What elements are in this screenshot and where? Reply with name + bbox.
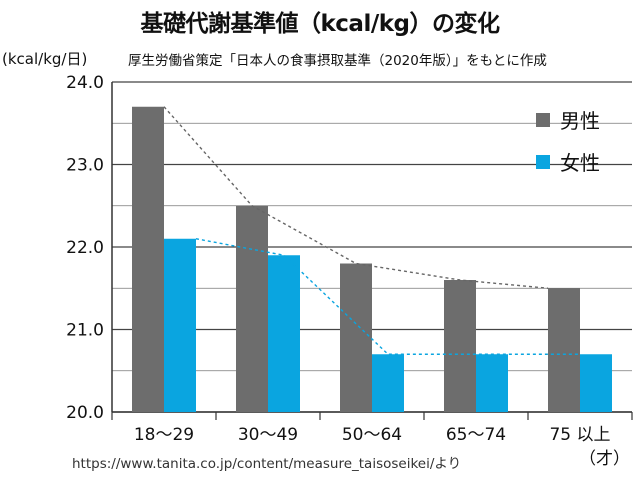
bar-female xyxy=(476,354,508,412)
legend-label: 男性 xyxy=(560,109,600,133)
legend-swatch xyxy=(536,155,550,169)
bar-female xyxy=(164,238,196,412)
source-note: 厚生労働省策定「日本人の食事摂取基準（2020年版）」をもとに作成 xyxy=(128,53,547,69)
x-category-label: 75 以上 xyxy=(549,425,610,445)
bar-female xyxy=(580,354,612,412)
x-category-label: 18〜29 xyxy=(134,425,194,445)
bar-female xyxy=(268,255,300,412)
source-url: https://www.tanita.co.jp/content/measure… xyxy=(72,456,462,472)
y-axis-unit: (kcal/kg/日) xyxy=(2,50,88,68)
x-category-label: 65〜74 xyxy=(446,425,506,445)
bar-male xyxy=(340,263,372,412)
x-category-label: 30〜49 xyxy=(238,425,298,445)
y-tick-label: 23.0 xyxy=(66,156,104,176)
bar-male xyxy=(548,288,580,412)
y-tick-label: 20.0 xyxy=(66,403,104,423)
trend-line-female xyxy=(195,238,580,355)
legend-label: 女性 xyxy=(560,151,600,175)
chart-title: 基礎代謝基準値（kcal/kg）の変化 xyxy=(140,11,501,37)
y-tick-label: 22.0 xyxy=(66,238,104,258)
x-category-label: 50〜64 xyxy=(342,425,402,445)
bar-male xyxy=(444,280,476,412)
y-tick-label: 21.0 xyxy=(66,321,104,341)
y-tick-label: 24.0 xyxy=(66,73,104,93)
bar-male xyxy=(132,106,164,412)
bar-male xyxy=(236,205,268,412)
trend-line-male xyxy=(163,106,549,289)
bar-female xyxy=(372,354,404,412)
x-unit-label: （才） xyxy=(579,449,630,469)
legend-swatch xyxy=(536,113,550,127)
